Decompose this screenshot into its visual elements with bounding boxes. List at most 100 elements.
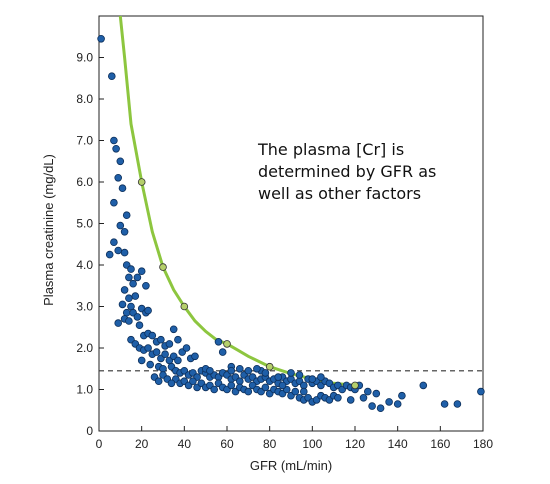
curve-marker	[137, 178, 146, 186]
x-axis-title: GFR (mL/min)	[250, 458, 332, 473]
x-tick-label: 80	[263, 437, 277, 451]
x-tick-label: 160	[430, 437, 450, 451]
data-point	[393, 400, 402, 408]
data-point	[159, 364, 167, 373]
data-point	[120, 228, 129, 236]
data-point	[174, 356, 182, 365]
curve-marker	[159, 263, 167, 271]
curve-marker	[265, 362, 274, 371]
data-point	[261, 369, 270, 377]
data-points	[97, 34, 485, 413]
data-point	[253, 364, 261, 373]
data-point	[477, 387, 485, 396]
data-point	[227, 381, 236, 390]
data-point	[419, 381, 428, 390]
y-tick-label: 2.0	[76, 341, 93, 355]
data-point	[210, 385, 219, 394]
data-point	[174, 335, 182, 344]
annotation-line-1: The plasma [Cr] is	[257, 140, 404, 159]
x-tick-label: 180	[473, 437, 493, 451]
data-point	[135, 321, 144, 330]
data-point	[372, 389, 381, 398]
data-point	[114, 174, 122, 182]
data-point	[116, 221, 125, 230]
data-point	[108, 72, 116, 80]
data-point	[114, 319, 122, 327]
data-point	[368, 402, 376, 410]
data-point	[227, 366, 236, 375]
data-point	[129, 279, 137, 288]
y-tick-label: 8.0	[76, 92, 93, 106]
data-point	[278, 381, 287, 390]
x-tick-label: 100	[302, 437, 322, 451]
data-point	[274, 373, 283, 381]
data-point	[398, 391, 406, 400]
data-point	[125, 273, 133, 282]
data-point	[287, 369, 295, 377]
data-point	[127, 302, 135, 311]
data-point	[182, 344, 191, 352]
data-point	[165, 340, 174, 348]
data-point	[346, 396, 355, 404]
y-tick-label: 1.0	[76, 383, 93, 397]
data-point	[244, 366, 253, 375]
data-point	[120, 248, 129, 257]
x-tick-label: 0	[96, 437, 103, 451]
data-point	[137, 267, 146, 276]
data-point	[148, 331, 157, 340]
data-point	[359, 393, 368, 402]
x-tick-label: 120	[345, 437, 365, 451]
data-point	[105, 250, 114, 259]
data-point	[114, 246, 122, 255]
data-point	[206, 366, 214, 375]
y-tick-label: 7.0	[76, 134, 93, 148]
data-point	[122, 211, 131, 220]
data-point	[363, 387, 372, 396]
data-point	[261, 383, 270, 392]
y-tick-label: 3.0	[76, 300, 93, 314]
data-point	[244, 387, 253, 396]
data-point	[144, 306, 152, 315]
y-axis-title: Plasma creatinine (mg/dL)	[41, 154, 56, 306]
data-point	[110, 136, 118, 145]
curve-marker	[223, 340, 231, 348]
data-point	[167, 379, 176, 388]
data-point	[317, 373, 325, 381]
data-point	[110, 198, 118, 207]
data-point	[299, 387, 308, 396]
y-tick-label: 0	[86, 424, 93, 438]
data-point	[116, 157, 125, 166]
y-tick-label: 9.0	[76, 51, 93, 65]
y-tick-label: 6.0	[76, 175, 93, 189]
data-point	[385, 398, 393, 406]
x-tick-label: 60	[220, 437, 234, 451]
data-point	[152, 348, 161, 356]
annotation-line-3: well as other factors	[258, 184, 421, 203]
data-point	[440, 400, 449, 408]
data-point	[146, 360, 155, 369]
data-point	[169, 325, 178, 334]
data-point	[453, 400, 462, 408]
data-point	[122, 308, 131, 317]
data-point	[125, 294, 133, 303]
x-tick-label: 140	[388, 437, 408, 451]
annotation-line-2: determined by GFR as	[258, 162, 436, 181]
data-point	[118, 300, 127, 309]
data-point	[97, 34, 105, 43]
data-point	[161, 350, 169, 359]
data-point	[142, 281, 150, 290]
data-point	[154, 377, 163, 386]
data-point	[127, 265, 135, 273]
data-point	[308, 375, 317, 383]
data-point	[236, 377, 244, 386]
data-point	[291, 387, 300, 396]
data-point	[334, 393, 342, 402]
x-tick-label: 40	[178, 437, 192, 451]
curve-marker	[351, 381, 359, 390]
y-tick-label: 5.0	[76, 217, 93, 231]
data-point	[295, 371, 304, 379]
x-tick-label: 20	[135, 437, 149, 451]
data-point	[214, 337, 223, 346]
curve-marker	[180, 302, 189, 311]
